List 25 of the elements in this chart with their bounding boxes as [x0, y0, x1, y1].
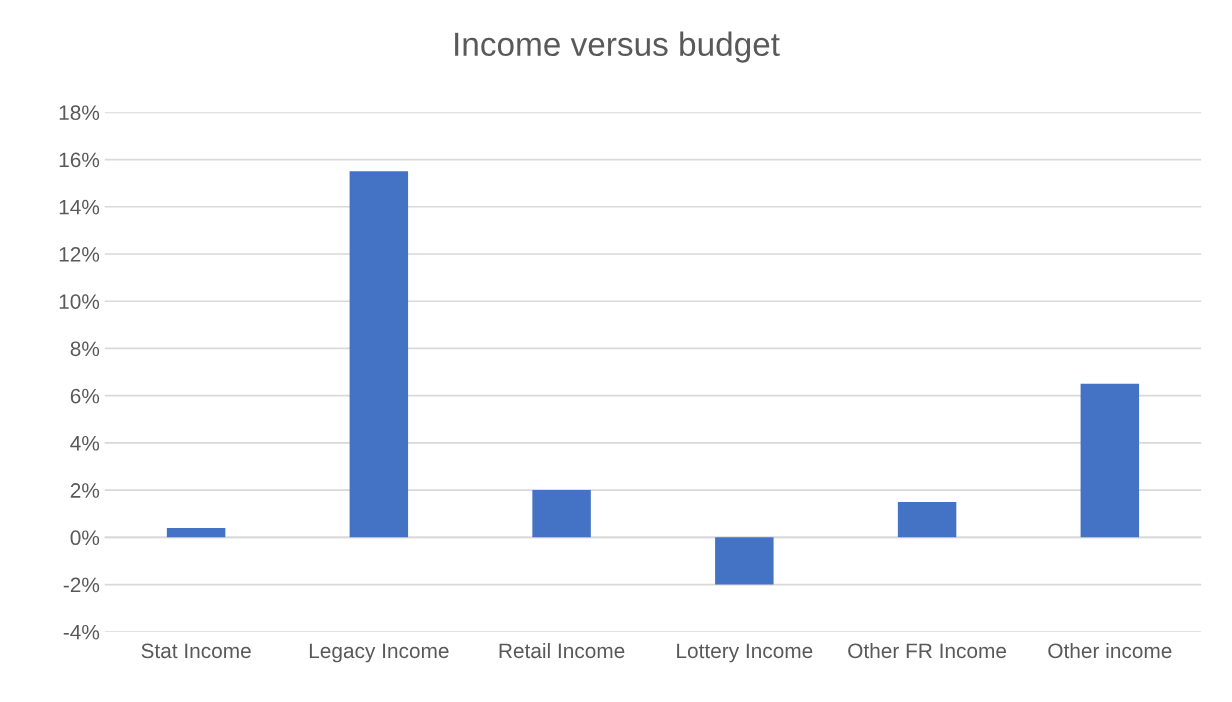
y-tick-label: 10% — [59, 294, 100, 309]
bar — [1080, 383, 1140, 538]
y-tick-label: 14% — [59, 199, 100, 215]
x-tick-label: Other income — [1048, 642, 1172, 659]
x-tick-label: Legacy Income — [309, 643, 449, 663]
y-tick-label: -4% — [63, 624, 100, 640]
bar — [532, 490, 591, 538]
bar — [715, 537, 774, 585]
x-tick-label: Stat Income — [141, 643, 251, 659]
y-tick-label: 16% — [59, 152, 100, 168]
bar — [166, 527, 226, 538]
y-tick-label: 0% — [70, 530, 100, 546]
bar — [897, 501, 957, 538]
bar — [349, 171, 409, 538]
chart-title: Income versus budget — [455, 31, 780, 63]
x-tick-label: Other FR Income — [848, 642, 1007, 659]
y-tick-label: 12% — [59, 247, 100, 262]
y-tick-label: 2% — [70, 483, 100, 498]
y-tick-label: -2% — [63, 577, 100, 593]
y-tick-label: 18% — [59, 105, 100, 121]
x-tick-label: Retail Income — [499, 642, 625, 659]
y-tick-label: 4% — [70, 435, 100, 451]
y-tick-label: 8% — [70, 341, 100, 357]
y-tick-label: 6% — [70, 388, 100, 404]
x-tick-label: Lottery Income — [677, 643, 813, 663]
